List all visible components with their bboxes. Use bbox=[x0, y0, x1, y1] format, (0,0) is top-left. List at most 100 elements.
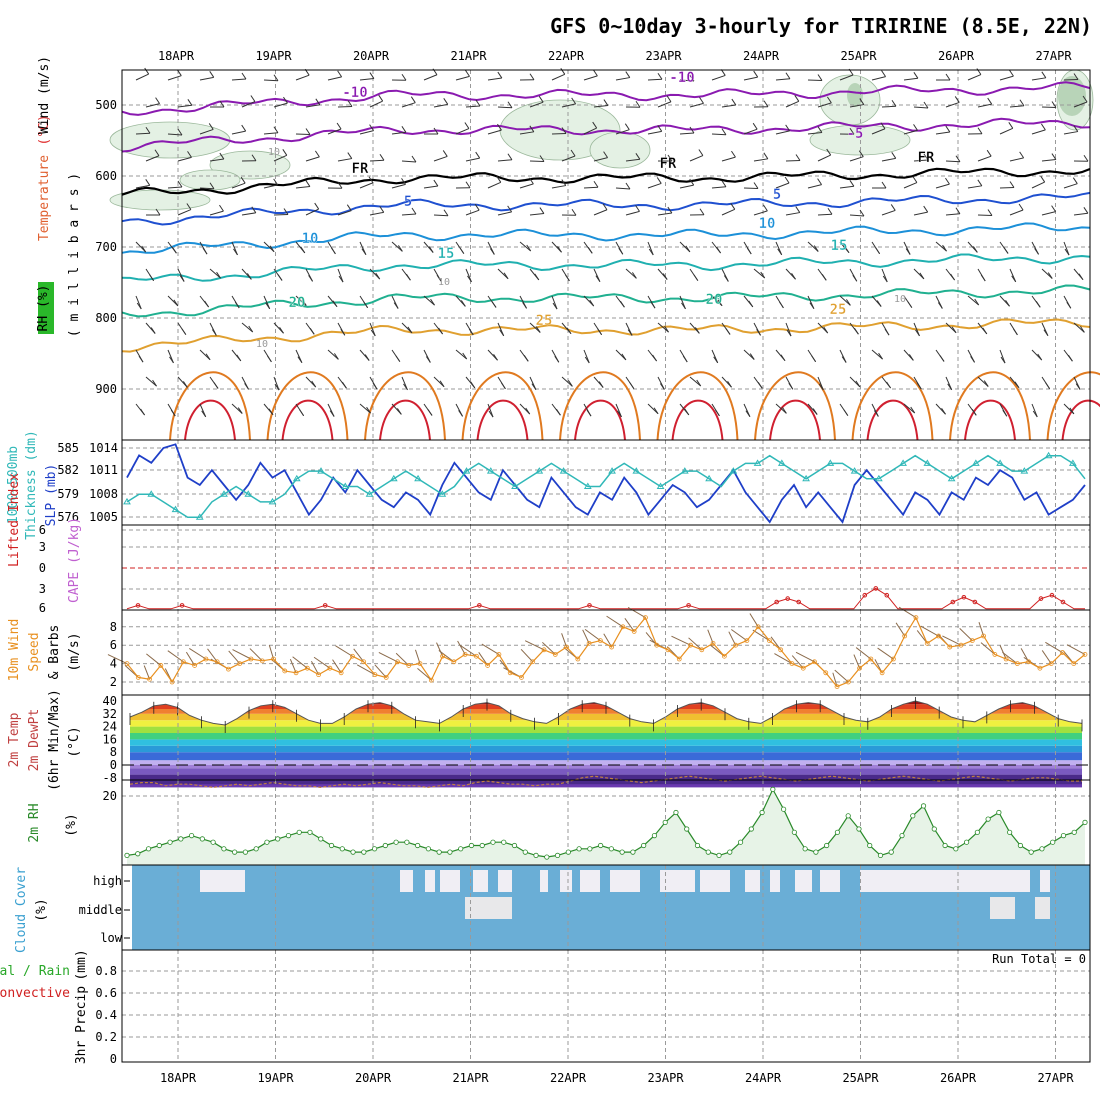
wind-speed-marker bbox=[440, 653, 445, 659]
wind-barb bbox=[935, 183, 950, 189]
wind-barb-flag bbox=[950, 273, 956, 281]
lifted-index-marker bbox=[587, 603, 592, 608]
rh2m-marker bbox=[318, 836, 324, 842]
wind-speed-marker bbox=[383, 675, 389, 680]
wind-barb bbox=[603, 633, 613, 648]
thickness-marker bbox=[802, 474, 810, 482]
thickness-marker bbox=[341, 482, 350, 489]
wind-barb-flag bbox=[1040, 175, 1046, 183]
wind-barb-flag bbox=[1068, 354, 1073, 362]
rh2m-marker bbox=[910, 813, 916, 819]
wind-barb bbox=[679, 132, 695, 135]
wind-speed-marker bbox=[1071, 661, 1077, 666]
wind-speed-marker bbox=[1048, 661, 1054, 666]
wind-barb-flag bbox=[1045, 382, 1051, 390]
isotherm-30 bbox=[949, 371, 1031, 441]
wind-barb-flag bbox=[308, 275, 313, 282]
wind-barb-flag bbox=[152, 379, 157, 387]
wind-speed-marker bbox=[981, 633, 986, 639]
wind-barb-flag bbox=[364, 354, 370, 361]
rh2m-marker bbox=[737, 839, 744, 845]
temp-unit-label: (°C) bbox=[67, 726, 82, 757]
wind-speed-marker bbox=[924, 640, 930, 646]
wind-barb-flag bbox=[781, 407, 787, 414]
wind-speed-marker bbox=[282, 668, 288, 674]
wind-barb bbox=[249, 648, 263, 662]
wind-barb bbox=[1041, 268, 1053, 279]
wind-barb bbox=[305, 156, 320, 162]
wind-barb bbox=[268, 645, 274, 660]
wind-barb bbox=[615, 129, 630, 135]
wind-barb-flag bbox=[438, 327, 444, 335]
wind-barb-flag bbox=[656, 177, 662, 184]
cloud-clear-middle bbox=[490, 897, 512, 919]
wind-barb-flag bbox=[496, 176, 502, 183]
wind-barb-flag bbox=[745, 410, 751, 417]
wind-speed-marker bbox=[609, 644, 615, 650]
rh2m-marker bbox=[1039, 846, 1045, 852]
rh2m-marker bbox=[1050, 839, 1056, 845]
wind-barb-flag bbox=[859, 98, 865, 105]
rh2m-marker bbox=[533, 852, 539, 859]
wind-barb-flag bbox=[1005, 299, 1010, 307]
lifted-index-marker bbox=[785, 596, 790, 601]
wind-barb-flag bbox=[721, 180, 727, 188]
wind-barb-flag bbox=[144, 67, 150, 75]
wind-barb bbox=[753, 158, 768, 162]
wind-barb-flag bbox=[786, 329, 792, 337]
thickness-marker bbox=[414, 474, 422, 482]
y-tick-label: 4 bbox=[110, 657, 117, 671]
wind-barb bbox=[487, 77, 502, 81]
upper-air-panel: 500 600 700 800 900 -10 -10 -5 FR FR FR 5 5 10 10 15 15 2… bbox=[36, 56, 1100, 441]
y-tick-label: 579 bbox=[57, 487, 79, 501]
lifted-index-marker bbox=[774, 599, 779, 605]
wind-speed-marker bbox=[834, 684, 840, 689]
wind-barb-flag bbox=[667, 206, 673, 214]
wind-barb-flag bbox=[535, 326, 541, 333]
top-date-label: 26APR bbox=[938, 49, 975, 63]
slp-tick-label: 1005 bbox=[89, 510, 118, 524]
wind-barb-flag bbox=[565, 274, 570, 282]
wind-barb bbox=[337, 268, 344, 283]
wind-barb-flag bbox=[177, 180, 183, 188]
wind-barb-flag bbox=[910, 406, 916, 414]
wind-barb bbox=[877, 647, 894, 660]
rh2m-marker bbox=[404, 839, 410, 845]
wind-speed-marker bbox=[395, 659, 400, 665]
wind-barb-flag bbox=[170, 409, 176, 417]
rh2m-marker bbox=[630, 849, 636, 855]
wind-barb bbox=[561, 376, 573, 387]
wind-barb-flag bbox=[845, 299, 851, 306]
wind-barb bbox=[167, 186, 183, 189]
wind-barb-flag bbox=[443, 98, 449, 105]
y-tick-label: 3 bbox=[39, 540, 46, 554]
wind-barb bbox=[999, 75, 1014, 81]
wind-barb-flag bbox=[716, 246, 722, 254]
wind-speed-marker bbox=[293, 670, 299, 676]
dewpoint2m-axis-label: 2m DewPt bbox=[27, 709, 42, 772]
wind-barb bbox=[839, 185, 854, 189]
wind-speed-marker bbox=[361, 659, 367, 665]
wind-barb bbox=[721, 156, 736, 162]
wind-barbs-axis-label: & Barbs bbox=[47, 625, 62, 680]
wind-barb bbox=[497, 159, 512, 162]
thickness-marker bbox=[1044, 451, 1053, 459]
wind-barb-flag bbox=[593, 180, 599, 188]
wind-barb-flag bbox=[370, 329, 376, 337]
bottom-date-label: 26APR bbox=[940, 1071, 977, 1085]
wind-barb bbox=[753, 268, 766, 279]
y-tick-label: 0 bbox=[110, 1052, 117, 1066]
wind-barb-flag bbox=[1078, 273, 1084, 281]
wind-barb-flag bbox=[882, 275, 888, 283]
wind-barb bbox=[401, 213, 417, 216]
rh2m-marker bbox=[565, 849, 571, 855]
wind-barb-flag bbox=[666, 95, 672, 103]
wind-barb-flag bbox=[273, 74, 279, 82]
wind-barb bbox=[273, 154, 287, 162]
rh2m-marker bbox=[1028, 849, 1034, 855]
wind-speed-marker bbox=[643, 615, 648, 620]
wind-barb bbox=[903, 77, 918, 81]
wind-barb-flag bbox=[631, 272, 637, 279]
wind-barb-flag bbox=[987, 97, 993, 105]
wind-barb bbox=[177, 209, 192, 216]
